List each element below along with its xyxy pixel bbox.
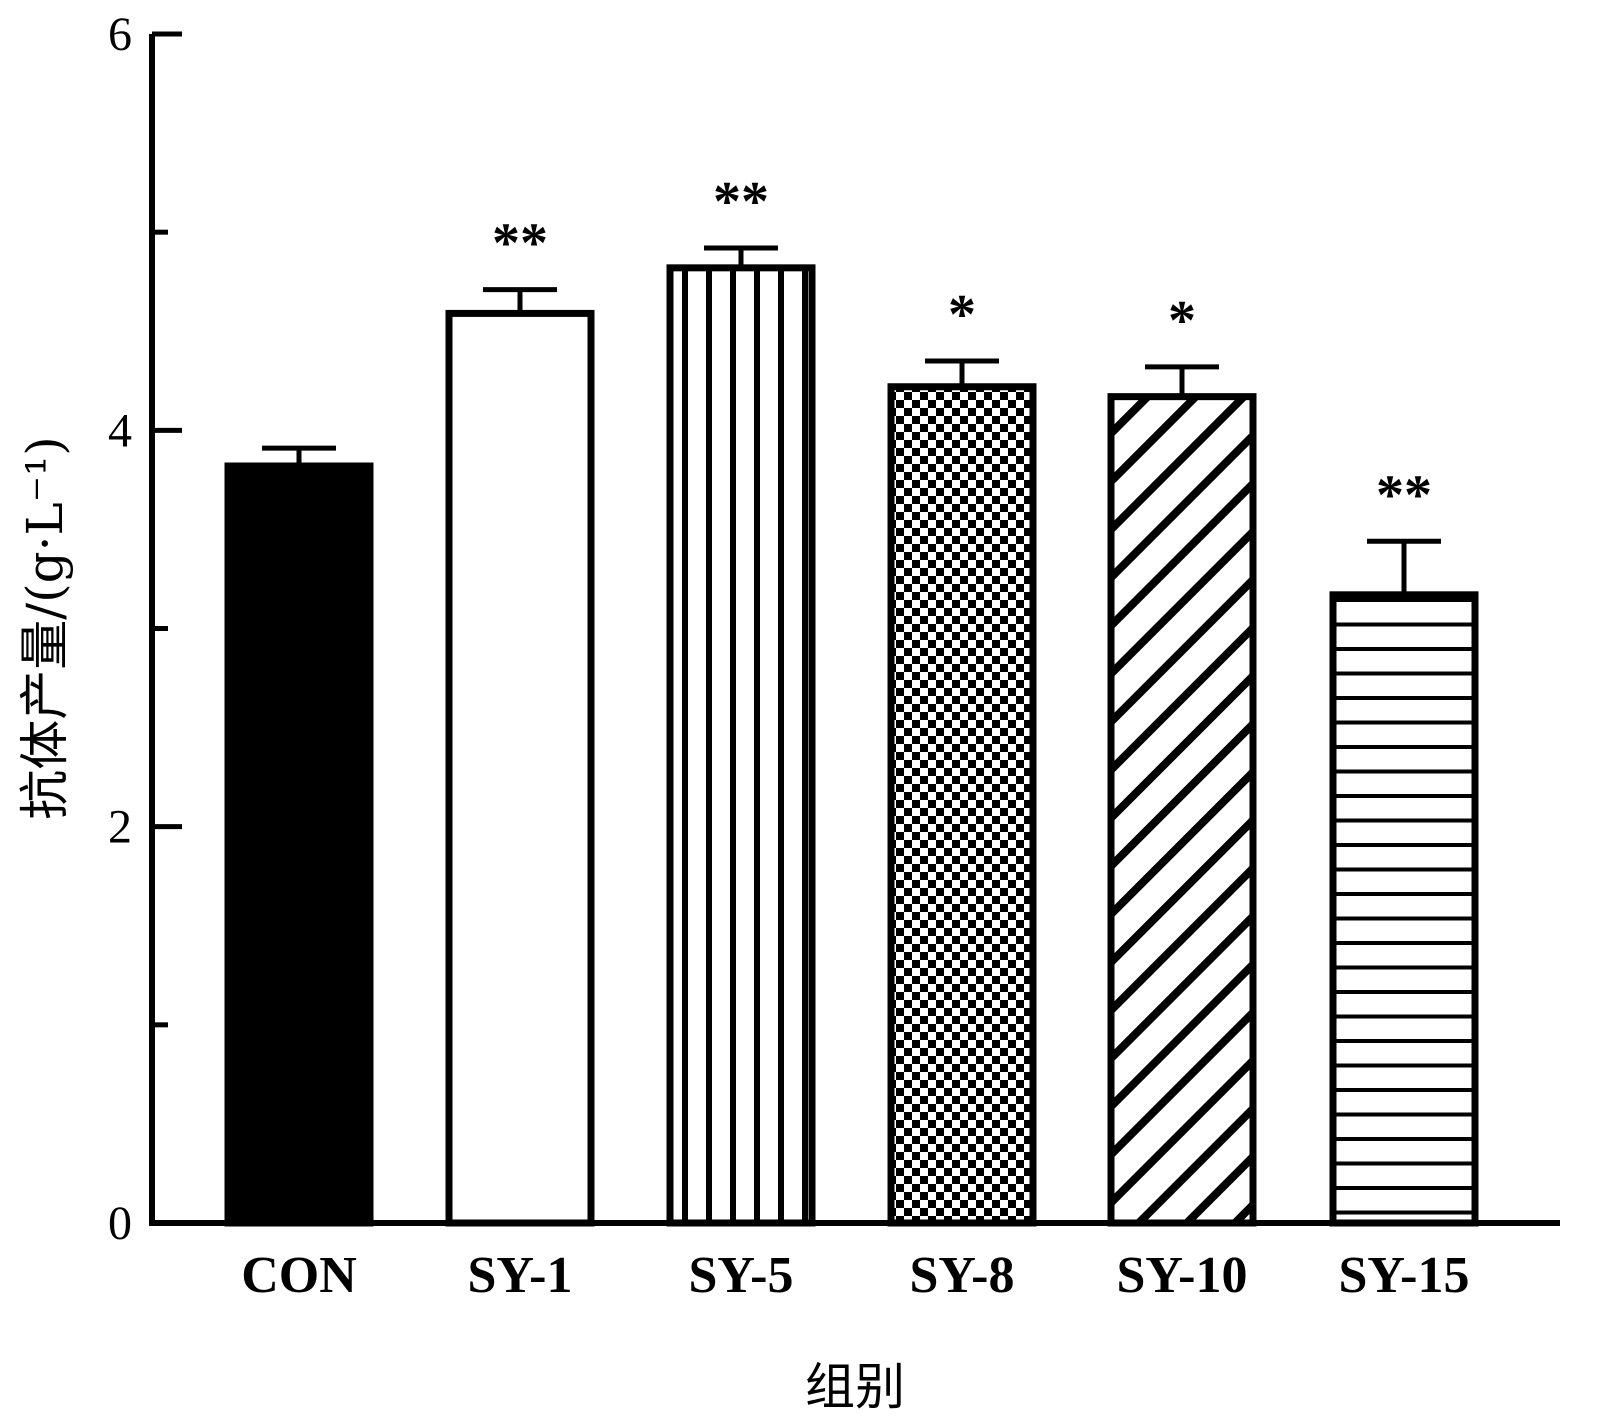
y-tick-label: 0: [108, 1197, 132, 1250]
x-tick-labels-layer: CON SY-1 SY-5 SY-8 SY-10 SY-15: [241, 1247, 1469, 1304]
significance-label-sy-1: **: [492, 213, 548, 275]
x-tick-label-sy-5: SY-5: [688, 1247, 793, 1304]
y-tick-label: 4: [108, 404, 132, 457]
bar-sy-5: [666, 264, 816, 1227]
significance-label-sy-5: **: [713, 171, 769, 233]
error-bar-sy-10: [1145, 364, 1219, 397]
x-tick-label-sy-15: SY-15: [1338, 1247, 1469, 1304]
error-bars-layer: [262, 245, 1441, 595]
significance-label-sy-10: *: [1168, 290, 1196, 352]
x-tick-label-sy-1: SY-1: [467, 1247, 572, 1304]
x-tick-label-sy-10: SY-10: [1116, 1247, 1247, 1304]
y-tick-label: 6: [108, 8, 132, 61]
error-bar-con: [262, 445, 336, 467]
significance-layer: ***** ***: [492, 171, 1432, 526]
x-axis-title: 组别: [805, 1358, 905, 1416]
y-tick-label: 2: [108, 801, 132, 854]
y-ticks-layer: 0 2 4 6: [108, 8, 182, 1250]
significance-label-sy-8: *: [948, 284, 976, 346]
error-bar-sy-1: [483, 287, 557, 314]
error-bar-sy-15: [1367, 538, 1441, 595]
bar-con: [224, 462, 374, 1227]
error-bar-sy-5: [704, 245, 778, 268]
bar-sy-1: [445, 309, 595, 1227]
bar-sy-10: [1107, 393, 1257, 1227]
bar-sy-8: [887, 383, 1037, 1227]
x-tick-label-con: CON: [241, 1247, 357, 1304]
y-axis-title: 抗体产量/(g·L⁻¹): [16, 436, 74, 819]
bars-layer: [224, 264, 1479, 1227]
x-tick-label-sy-8: SY-8: [909, 1247, 1014, 1304]
error-bar-sy-8: [925, 358, 999, 387]
significance-label-sy-15: **: [1376, 464, 1432, 526]
bar-sy-15: [1329, 591, 1479, 1227]
